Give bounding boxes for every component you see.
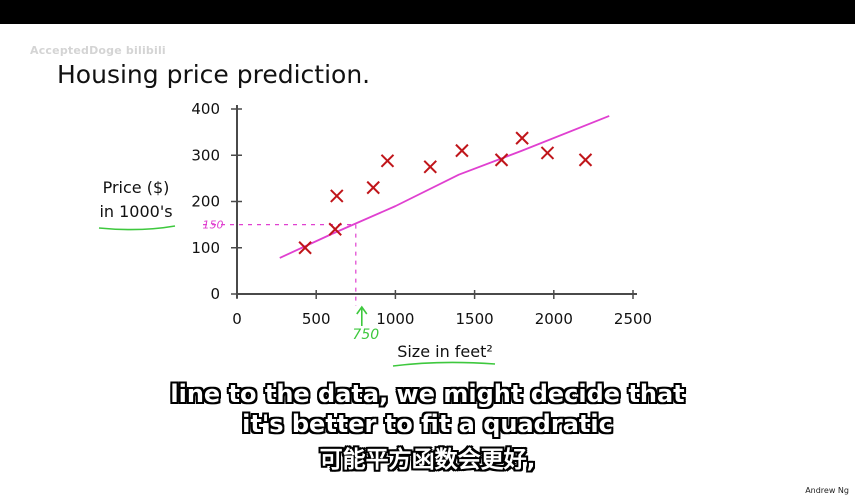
y-axis-label: in 1000's	[99, 202, 172, 221]
x-tick-label: 2500	[614, 310, 652, 328]
data-point-stroke	[540, 146, 555, 160]
slide-title: Housing price prediction.	[57, 60, 371, 89]
x-tick-label: 500	[302, 310, 331, 328]
y-tick-label: 100	[191, 239, 220, 257]
y-value-annotation: 150	[203, 219, 224, 232]
data-point-stroke	[330, 189, 344, 203]
x-tick-label: 0	[232, 310, 242, 328]
x-tick-label: 1000	[376, 310, 414, 328]
video-watermark: AcceptedDoge bilibili	[30, 44, 166, 57]
x-axis-label: Size in feet²	[397, 342, 493, 361]
lecture-slide	[0, 24, 855, 498]
data-point	[328, 222, 342, 236]
subtitle-line-2: it's better to fit a quadratic	[242, 410, 613, 438]
data-point-stroke	[328, 222, 342, 236]
fit-line	[279, 115, 610, 259]
y-tick-label: 0	[210, 285, 220, 303]
x-axis-label-underline	[392, 361, 496, 367]
y-tick-label: 200	[191, 193, 220, 211]
data-point	[298, 241, 312, 255]
slide-author: Andrew Ng	[805, 486, 849, 495]
subtitle-line-3: 可能平方函数会更好,	[319, 447, 536, 473]
video-top-bar	[0, 0, 855, 24]
data-point-stroke	[578, 153, 593, 167]
data-point-stroke	[298, 241, 312, 255]
data-point-stroke	[380, 154, 395, 168]
data-point	[366, 180, 380, 195]
subtitle-line-1: line to the data, we might decide that	[170, 380, 685, 408]
data-point-stroke	[515, 131, 529, 145]
data-point	[455, 143, 469, 158]
y-axis-label: Price ($)	[103, 178, 170, 197]
data-point-stroke	[423, 160, 437, 174]
data-point	[494, 153, 509, 167]
x-tick-label: 2000	[535, 310, 573, 328]
y-axis-label-underline	[98, 225, 176, 231]
x-tick-label: 1500	[456, 310, 494, 328]
y-tick-label: 400	[191, 100, 220, 118]
data-point	[540, 146, 555, 160]
data-point-stroke	[455, 143, 469, 158]
data-point	[380, 154, 395, 168]
x-value-annotation: 750	[352, 327, 379, 343]
x-value-arrow-head	[356, 305, 368, 315]
data-point-stroke	[494, 153, 509, 167]
data-point	[578, 153, 593, 167]
data-point	[423, 160, 437, 174]
data-point-stroke	[366, 180, 380, 195]
y-tick-label: 300	[191, 146, 220, 164]
data-point	[515, 131, 529, 145]
data-point	[330, 189, 344, 203]
